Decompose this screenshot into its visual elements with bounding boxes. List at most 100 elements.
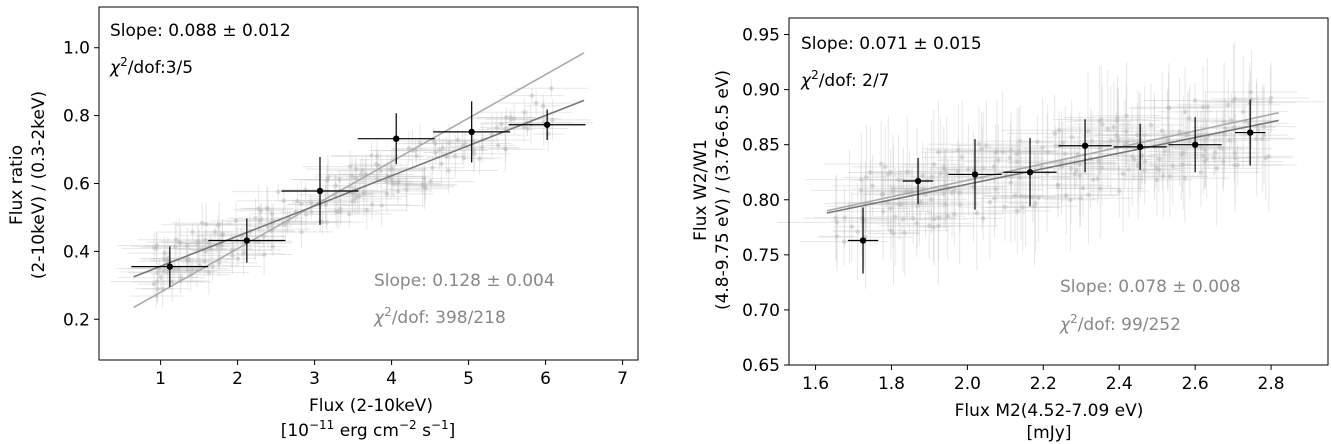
- right-cloud-point: [1051, 124, 1109, 228]
- right-binned-slope-annotation: Slope: 0.071 ± 0.015: [801, 34, 982, 54]
- right-cloud-point: [1150, 126, 1195, 206]
- right-cloud-point: [871, 183, 911, 233]
- left-cloud-marker: [549, 86, 554, 91]
- left-cloud-marker: [349, 174, 355, 179]
- right-cloud-point: [1095, 120, 1163, 219]
- right-cloud-marker: [974, 210, 979, 216]
- right-cloud-marker: [880, 209, 886, 214]
- right-cloud-point: [1089, 164, 1150, 218]
- left-cloud-marker: [461, 155, 467, 161]
- left-binned-marker: [543, 121, 551, 128]
- left-cloud-marker: [281, 198, 287, 204]
- right-y-ticks: 0.65 0.70 0.75 0.80 0.85 0.90 0.95: [742, 26, 789, 376]
- right-cloud-marker: [1229, 118, 1234, 123]
- left-cloud-point: [142, 274, 174, 304]
- right-y-axis-label-sub: (4.8-9.75 eV) / (3.76-6.5 eV): [713, 70, 733, 310]
- right-cloud-marker: [1240, 109, 1246, 114]
- right-cloud-marker: [936, 150, 941, 155]
- right-cloud-point: [916, 192, 951, 261]
- left-cloud-marker: [203, 237, 208, 243]
- right-cloud-point: [1060, 124, 1140, 173]
- left-cloud-point: [419, 143, 464, 185]
- right-cloud-point: [1007, 95, 1103, 173]
- right-x-axis-units: [mJy]: [1027, 423, 1072, 443]
- right-cloud-point: [1168, 130, 1262, 175]
- right-cloud-point: [1093, 88, 1144, 195]
- right-cloud-point: [1084, 129, 1121, 207]
- left-cloud-point: [327, 156, 377, 196]
- right-cloud-point: [833, 191, 871, 262]
- right-cloud-point: [1063, 76, 1172, 160]
- left-cloud-marker: [323, 202, 329, 208]
- left-cloud-point: [480, 112, 514, 142]
- right-binned-point: [1003, 138, 1057, 207]
- left-cloud-marker: [455, 137, 460, 143]
- left-cloud-marker: [165, 269, 170, 275]
- left-cloud-marker: [529, 93, 535, 98]
- left-cloud-point: [237, 203, 284, 218]
- right-cloud-point: [985, 164, 1061, 251]
- left-cloud-point: [499, 88, 565, 104]
- right-cloud-marker: [1248, 89, 1253, 95]
- left-cloud-marker: [395, 180, 401, 186]
- left-cloud-marker: [333, 183, 338, 188]
- left-cloud-point: [399, 147, 498, 194]
- left-cloud-marker: [235, 256, 241, 261]
- right-cloud-point: [1097, 102, 1178, 167]
- right-cloud-marker: [900, 217, 906, 222]
- right-cloud-marker: [1020, 205, 1026, 210]
- right-cloud-point: [1043, 148, 1098, 252]
- right-cloud-marker: [1008, 148, 1014, 154]
- right-cloud-point: [1241, 94, 1276, 165]
- right-binned-marker: [971, 171, 979, 178]
- left-cloud-point: [434, 123, 465, 163]
- right-cloud-marker: [1000, 149, 1005, 154]
- right-cloud-point: [1060, 123, 1138, 198]
- right-cloud-marker: [956, 148, 961, 153]
- right-cloud-marker: [1085, 128, 1091, 134]
- right-cloud-marker: [955, 169, 961, 174]
- left-cloud-marker: [375, 163, 381, 168]
- right-cloud-marker: [891, 186, 896, 192]
- right-cloud-marker: [980, 216, 986, 221]
- right-all-fit-line: [826, 111, 1279, 212]
- right-cloud-marker: [1222, 131, 1227, 137]
- right-cloud-marker: [1170, 163, 1175, 168]
- right-cloud-marker: [1052, 131, 1057, 136]
- right-cloud-marker: [1198, 170, 1204, 175]
- right-cloud-marker: [1198, 145, 1204, 150]
- left-cloud-marker: [264, 206, 270, 211]
- left-cloud-point: [201, 219, 244, 249]
- left-cloud-point: [391, 130, 426, 167]
- right-binned-point: [847, 207, 879, 274]
- right-cloud-marker: [1160, 128, 1165, 133]
- left-cloud-point: [349, 151, 407, 180]
- left-cloud-marker: [185, 268, 190, 274]
- right-cloud-marker: [1060, 140, 1065, 145]
- right-cloud-point: [1013, 105, 1117, 202]
- left-cloud-marker: [540, 103, 546, 109]
- left-cloud-point: [486, 112, 536, 127]
- right-cloud-point: [1192, 109, 1276, 146]
- right-binned-marker: [1081, 142, 1089, 149]
- right-y-tick-label: 0.90: [742, 81, 780, 101]
- right-cloud-marker: [1232, 156, 1238, 161]
- left-cloud-point: [428, 137, 465, 176]
- left-cloud-marker: [210, 264, 215, 269]
- right-cloud-point: [1186, 148, 1283, 182]
- right-cloud-marker: [883, 164, 888, 170]
- right-cloud-marker: [858, 188, 864, 193]
- right-cloud-marker: [1124, 139, 1130, 145]
- right-cloud-marker: [960, 155, 965, 160]
- right-cloud-point: [922, 100, 1002, 214]
- right-cloud-marker: [938, 171, 943, 176]
- right-cloud-point: [1016, 104, 1080, 200]
- right-cloud-marker: [943, 201, 948, 207]
- right-cloud-marker: [1068, 166, 1074, 171]
- left-cloud-point: [175, 258, 209, 283]
- left-cloud-marker: [357, 194, 362, 199]
- right-cloud-point: [800, 217, 888, 266]
- right-cloud-point: [1190, 93, 1273, 147]
- right-binned-point: [1058, 119, 1112, 173]
